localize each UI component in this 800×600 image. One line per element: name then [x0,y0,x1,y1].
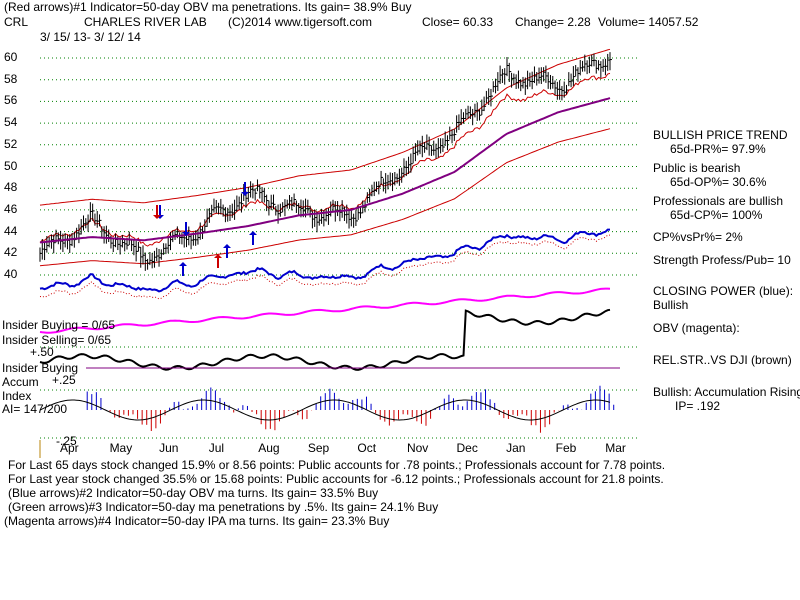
signal-arrow-head [241,192,249,196]
month-tick-label: Feb [555,441,577,455]
signal-arrow-head [179,262,187,266]
price-tick-label: 56 [4,93,18,108]
signal-arrow-head [223,244,231,248]
insider-buying-label-2: Insider Buying [2,361,79,375]
price-tick-label: 60 [4,50,18,64]
month-tick-label: Oct [357,441,377,455]
month-tick-label: Nov [406,441,429,455]
relstr-label: REL.STR..VS DJI (brown) [653,353,792,367]
relstr [39,308,611,371]
plus50-label: +.50 [30,345,54,359]
footer-line-1: For Last 65 days stock changed 15.9% or … [8,458,666,472]
ai-label: AI= 147/200 [2,402,68,416]
signal-arrows [153,182,257,276]
index-label: Index [2,389,32,403]
price-tick-label: 44 [4,223,18,238]
price-tick-label: 54 [4,115,18,130]
closing-power-ma [39,234,610,300]
closing-power [39,228,610,293]
month-tick-label: Jan [506,441,526,455]
footer-line-2: For Last year stock changed 35.5% or 15.… [8,472,664,486]
lower-band-line [39,128,611,267]
symbol: CRL [4,15,29,29]
footer-line-5: (Magenta arrows)#4 Indicator=50-day IPA … [4,514,390,528]
relstr-line [39,308,611,371]
price-tick-label: 40 [4,267,18,281]
signal-arrow-head [214,254,222,258]
volume-value: Volume= 14057.52 [598,15,699,29]
footer-line-3: (Blue arrows)#2 Indicator=50-day OBV ma … [8,486,379,500]
change-value: Change= 2.28 [515,15,591,29]
closing-power-line [39,228,610,300]
price-gridlines [40,57,640,439]
insider-buying-label: Insider Buying = 0/65 [2,318,116,332]
accumulation-histogram [39,385,615,433]
month-tick-label: May [109,441,133,455]
obv [39,287,611,334]
date-range: 3/ 15/ 13- 3/ 12/ 14 [40,30,141,44]
month-tick-label: Dec [456,441,478,455]
price-tick-label: 46 [4,201,18,216]
lower-band [39,128,611,267]
header-line1: (Red arrows)#1 Indicator=50-day OBV ma p… [4,0,412,14]
month-tick-label: Sep [307,441,330,455]
minus25-label: -.25 [56,434,77,448]
ip-label: IP= .192 [675,399,721,413]
price-tick-label: 42 [4,245,18,260]
month-tick-label: Jun [159,441,179,455]
insider-selling-label: Insider Selling= 0/65 [2,333,112,347]
ma50-line [39,97,611,244]
cpvspr-label: CP%vsPr%= 2% [653,230,743,244]
company-name: CHARLES RIVER LAB [84,15,207,29]
strength-label: Strength Profess/Pub= 10 [653,253,791,267]
obv-line [39,287,611,334]
month-tick-label: Jul [208,441,225,455]
closing-power-label: CLOSING POWER (blue): [653,284,794,298]
signal-arrow-head [182,232,190,236]
ma50 [39,97,611,244]
obv-label: OBV (magenta): [653,321,740,335]
price-tick-label: 58 [4,71,18,86]
signal-arrow-head [153,215,161,219]
accum-ma [39,399,611,421]
copyright: (C)2014 www.tigersoft.com [228,15,373,29]
professionals-label: Professionals are bullish [653,194,784,208]
cp-label: 65d-CP%= 100% [670,208,763,222]
pr-label: 65d-PR%= 97.9% [670,142,766,156]
upper-band-line [39,48,611,247]
bullish-trend-label: BULLISH PRICE TREND [653,128,788,142]
upper-band [39,48,611,206]
month-tick-label: Mar [605,441,626,455]
price-tick-label: 48 [4,180,18,195]
close-value: Close= 60.33 [422,15,494,29]
signal-arrow-head [249,231,257,235]
month-tick-label: Aug [258,441,280,455]
price-tick-label: 52 [4,136,18,151]
public-label: Public is bearish [653,161,741,175]
footer-line-4: (Green arrows)#3 Indicator=50-day ma pen… [8,500,439,514]
accum-rising-label: Bullish: Accumulation Rising [653,385,800,399]
plus25-label: +.25 [52,373,76,387]
month-tick-label: Apr [60,441,79,455]
price-tick-label: 50 [4,158,18,173]
op-label: 65d-OP%= 30.6% [670,175,767,189]
accum-label: Accum [2,375,39,389]
closing-power-status: Bullish [653,298,689,312]
